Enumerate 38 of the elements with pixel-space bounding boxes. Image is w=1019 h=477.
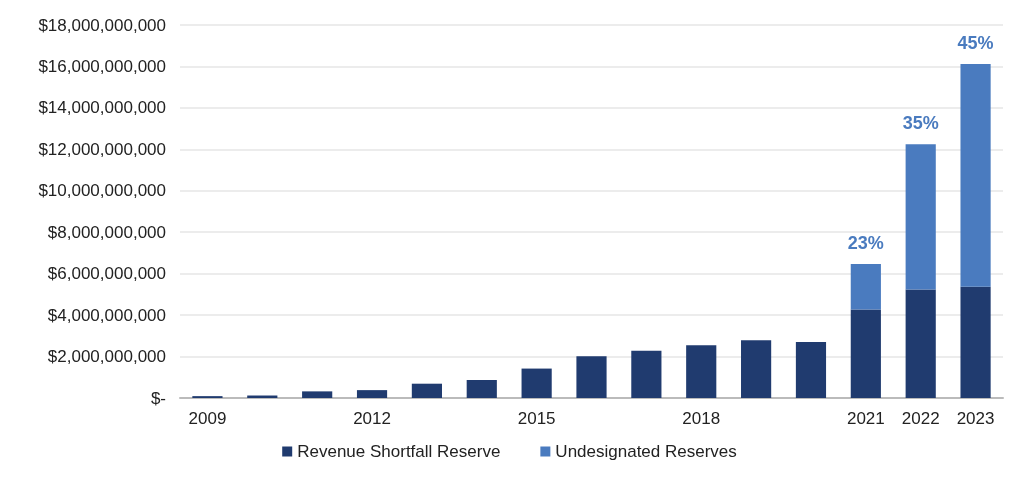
y-tick-label: $16,000,000,000 bbox=[38, 56, 166, 76]
y-tick-label: $2,000,000,000 bbox=[47, 347, 166, 367]
bar bbox=[905, 289, 936, 398]
y-tick-label: $12,000,000,000 bbox=[38, 139, 166, 159]
y-tick-label: $10,000,000,000 bbox=[38, 181, 166, 201]
x-tick-label: 2015 bbox=[517, 409, 556, 428]
y-tick-label: $18,000,000,000 bbox=[38, 15, 166, 35]
bar bbox=[466, 379, 497, 398]
x-tick-label: 2012 bbox=[353, 409, 391, 428]
annotation: 35% bbox=[902, 113, 939, 134]
legend-label: Revenue Shortfall Reserve bbox=[297, 442, 501, 461]
y-tick-label: $6,000,000,000 bbox=[47, 264, 166, 284]
bar bbox=[905, 144, 936, 290]
bar bbox=[576, 356, 607, 398]
annotation: 23% bbox=[847, 232, 884, 253]
y-tick-label: $14,000,000,000 bbox=[38, 98, 166, 118]
bar bbox=[795, 342, 827, 398]
y-tick-label: $- bbox=[150, 388, 166, 408]
bar bbox=[850, 263, 881, 310]
bar bbox=[960, 286, 991, 398]
x-tick-label: 2023 bbox=[956, 409, 995, 428]
bar bbox=[631, 350, 662, 398]
bar bbox=[686, 345, 717, 398]
y-tick-label: $4,000,000,000 bbox=[47, 305, 166, 325]
bar bbox=[960, 63, 991, 287]
x-tick-label: 2009 bbox=[188, 409, 227, 428]
bar bbox=[411, 383, 442, 398]
bar bbox=[302, 391, 333, 398]
legend-label: Undesignated Reserves bbox=[555, 442, 737, 461]
bar bbox=[741, 340, 772, 398]
annotation: 45% bbox=[957, 32, 994, 53]
bar bbox=[356, 390, 388, 398]
y-tick-label: $8,000,000,000 bbox=[47, 222, 166, 242]
x-tick-label: 2022 bbox=[901, 409, 940, 428]
x-tick-label: 2021 bbox=[846, 409, 885, 428]
x-tick-label: 2018 bbox=[682, 409, 721, 428]
bar bbox=[521, 368, 552, 398]
bar bbox=[850, 309, 881, 398]
